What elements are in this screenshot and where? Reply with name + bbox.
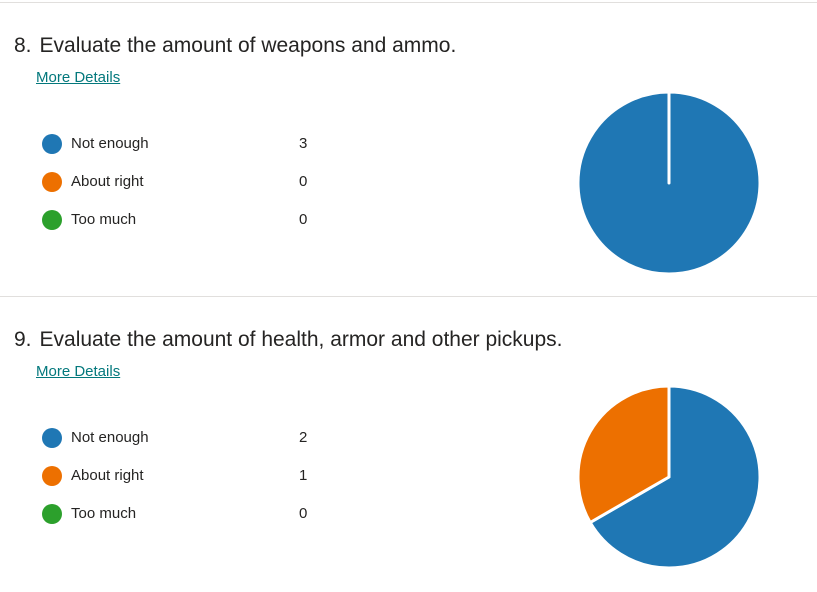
- legend-dot-icon: [42, 504, 62, 524]
- legend-count: 0: [299, 211, 308, 228]
- legend-dot-icon: [42, 172, 62, 192]
- legend-item-too-much: Too much 0: [42, 504, 322, 542]
- legend-count: 2: [299, 429, 308, 446]
- question-number: 8.: [14, 34, 32, 57]
- legend-item-not-enough: Not enough 3: [42, 134, 322, 172]
- legend-count: 1: [299, 467, 308, 484]
- more-details-link[interactable]: More Details: [36, 363, 121, 380]
- question-title: 8. Evaluate the amount of weapons and amm…: [14, 34, 456, 58]
- pie-slice-not-enough[interactable]: [576, 90, 762, 276]
- legend: Not enough 3 About right 0 Too much 0: [42, 134, 322, 248]
- legend-label: Not enough: [71, 429, 149, 446]
- legend-label: Not enough: [71, 135, 149, 152]
- legend-label: Too much: [71, 505, 137, 522]
- more-details-link[interactable]: More Details: [36, 69, 121, 86]
- pie-chart: [576, 384, 762, 570]
- legend-item-too-much: Too much 0: [42, 210, 322, 248]
- legend-item-about-right: About right 1: [42, 466, 322, 504]
- top-divider: [0, 2, 817, 3]
- legend-dot-icon: [42, 210, 62, 230]
- question-text: Evaluate the amount of health, armor and…: [39, 328, 563, 351]
- legend-label: About right: [71, 467, 144, 484]
- legend-label: About right: [71, 173, 144, 190]
- legend-label: Too much: [71, 211, 137, 228]
- legend-item-not-enough: Not enough 2: [42, 428, 322, 466]
- pie-slice-not-enough[interactable]: [588, 384, 762, 570]
- pie-slice-about-right[interactable]: [576, 384, 671, 524]
- question-title: 9. Evaluate the amount of health, armor a…: [14, 328, 563, 352]
- legend-count: 0: [299, 505, 308, 522]
- legend-dot-icon: [42, 466, 62, 486]
- section-divider: [0, 296, 817, 297]
- pie-chart: [576, 90, 762, 276]
- legend-dot-icon: [42, 134, 62, 154]
- legend-count: 3: [299, 135, 308, 152]
- question-number: 9.: [14, 328, 32, 351]
- legend-dot-icon: [42, 428, 62, 448]
- legend-item-about-right: About right 0: [42, 172, 322, 210]
- question-text: Evaluate the amount of weapons and ammo.: [39, 34, 457, 57]
- legend-count: 0: [299, 173, 308, 190]
- legend: Not enough 2 About right 1 Too much 0: [42, 428, 322, 542]
